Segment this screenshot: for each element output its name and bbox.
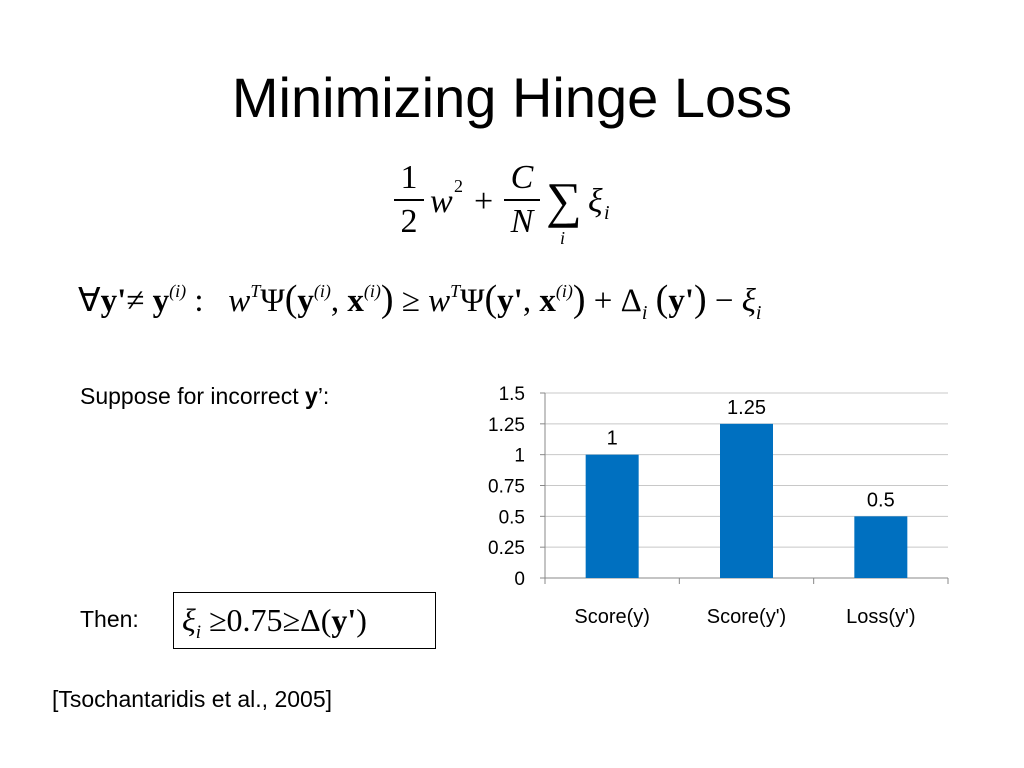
fraction-bar xyxy=(504,199,540,201)
left-paren: ( xyxy=(655,278,669,320)
y-symbol: y xyxy=(152,283,170,319)
psi-symbol: Ψ xyxy=(260,283,285,319)
category-label: Loss(y') xyxy=(846,606,915,628)
y-tick-label: 1 xyxy=(514,446,525,467)
result-inequality-box: ξi ≥0.75≥Δ(y') xyxy=(173,592,436,649)
data-label: 1.25 xyxy=(727,397,766,419)
category-label: Score(y) xyxy=(574,606,650,628)
suppose-bold-y: y xyxy=(305,383,318,409)
superscript-i: (i) xyxy=(555,281,573,301)
plus-sign: + xyxy=(474,183,494,220)
objective-equation: 1 2 w 2 + C N ∑ i ξ i xyxy=(390,155,640,250)
slide-title: Minimizing Hinge Loss xyxy=(231,66,793,129)
y-tick-label: 0.75 xyxy=(488,477,525,498)
transpose-t: T xyxy=(250,281,261,301)
sum-index: i xyxy=(560,228,566,248)
y-prime-symbol: y' xyxy=(497,283,523,319)
subscript-i: i xyxy=(755,302,762,324)
threshold-value: 0.75 xyxy=(226,602,283,638)
delta-symbol: Δ xyxy=(620,283,642,319)
bar xyxy=(585,454,639,578)
bar xyxy=(720,423,773,578)
suppose-prefix: Suppose for incorrect xyxy=(80,383,306,409)
sum-symbol: ∑ xyxy=(546,172,582,228)
bar xyxy=(854,516,908,578)
transpose-t: T xyxy=(450,281,461,301)
geq-symbol: ≥ xyxy=(401,283,420,319)
psi-symbol: Ψ xyxy=(460,283,485,319)
comma: , xyxy=(330,283,340,319)
left-paren: ( xyxy=(284,278,298,320)
plus-sign: + xyxy=(593,283,613,319)
xi-symbol: ξ xyxy=(588,183,603,220)
data-label: 1 xyxy=(607,428,618,450)
suppose-suffix: ’: xyxy=(317,383,330,409)
left-paren: ( xyxy=(484,278,498,320)
then-label: Then: xyxy=(80,606,139,632)
fraction-bar xyxy=(394,199,424,201)
c-numerator: C xyxy=(510,159,534,196)
superscript-i: (i) xyxy=(363,281,381,301)
superscript-i: (i) xyxy=(313,281,331,301)
x-symbol: x xyxy=(347,283,364,319)
xi-subscript: i xyxy=(604,202,610,224)
neq-symbol: ≠ xyxy=(126,283,145,319)
y-tick-label: 0.25 xyxy=(488,538,525,559)
constraint-equation: ∀y'≠ y(i) : wTΨ(y(i), x(i)) ≥ wTΨ(y', x(… xyxy=(78,280,761,323)
y-tick-label: 1.25 xyxy=(488,415,525,436)
xi-symbol: ξ xyxy=(741,283,756,319)
xi-symbol: ξ xyxy=(182,602,196,638)
y-tick-label: 1.5 xyxy=(499,384,525,405)
y-tick-label: 0 xyxy=(514,569,525,590)
right-paren: ) xyxy=(572,278,586,320)
delta-symbol: Δ( xyxy=(300,602,332,638)
subscript-i: i xyxy=(195,622,201,643)
w-symbol: w xyxy=(430,183,453,220)
y-symbol: y xyxy=(297,283,314,319)
y-prime-symbol: y' xyxy=(331,602,357,638)
right-paren: ) xyxy=(694,278,707,320)
subscript-i: i xyxy=(641,302,648,324)
c-over-n-fraction: C N xyxy=(504,161,540,239)
w-symbol: w xyxy=(228,283,251,319)
n-denominator: N xyxy=(510,203,534,240)
w-exponent: 2 xyxy=(454,176,463,196)
half-denominator: 2 xyxy=(400,203,418,240)
geq-symbol: ≥ xyxy=(282,602,301,638)
right-paren: ) xyxy=(356,602,367,638)
right-paren: ) xyxy=(380,278,394,320)
y-prime-symbol: y' xyxy=(100,283,127,319)
citation: [Tsochantaridis et al., 2005] xyxy=(52,686,332,712)
forall-symbol: ∀ xyxy=(78,283,101,319)
category-label: Score(y') xyxy=(707,606,786,628)
y-prime-symbol: y' xyxy=(668,283,694,319)
x-symbol: x xyxy=(539,283,556,319)
half-numerator: 1 xyxy=(400,159,418,196)
superscript-i: (i) xyxy=(169,281,187,301)
comma: , xyxy=(522,283,532,319)
half-fraction: 1 2 xyxy=(394,161,424,239)
colon-symbol: : xyxy=(194,283,204,319)
suppose-text: Suppose for incorrect y’: xyxy=(80,382,329,410)
y-tick-label: 0.5 xyxy=(499,507,525,528)
minus-sign: − xyxy=(714,283,734,319)
geq-symbol: ≥ xyxy=(208,602,227,638)
w-symbol: w xyxy=(428,283,451,319)
data-label: 0.5 xyxy=(867,489,895,511)
